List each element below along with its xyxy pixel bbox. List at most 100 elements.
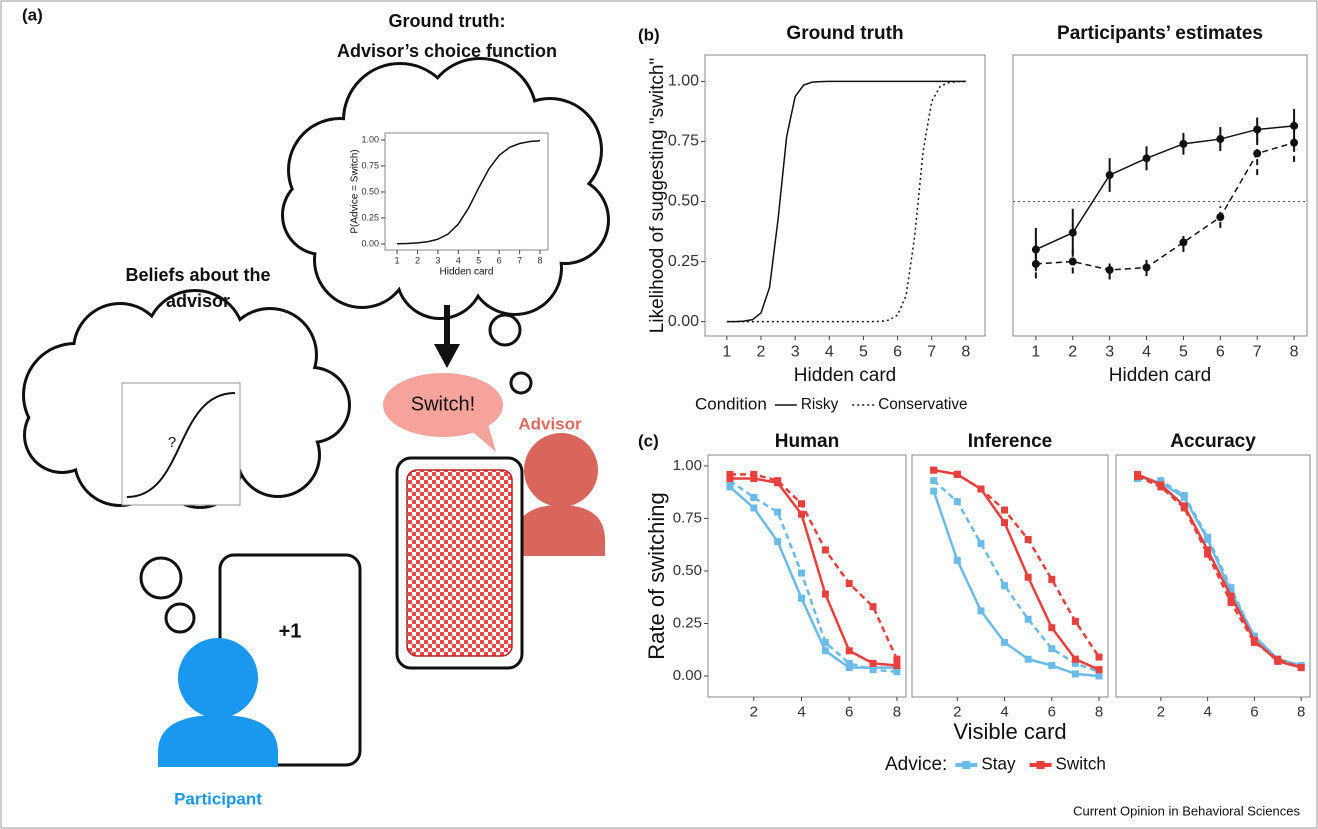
advisor-body bbox=[515, 505, 605, 556]
point bbox=[893, 656, 900, 663]
question-mark: ? bbox=[168, 434, 176, 451]
chart-title: Inference bbox=[968, 431, 1052, 452]
x-tick-label: 2 bbox=[757, 343, 766, 360]
x-tick-label: 3 bbox=[435, 256, 440, 266]
point bbox=[893, 668, 900, 675]
x-axis-label: Visible card bbox=[953, 719, 1066, 744]
x-tick-label: 2 bbox=[1068, 343, 1077, 360]
x-tick-label: 8 bbox=[1290, 343, 1299, 360]
chart-title: Participants’ estimates bbox=[1057, 23, 1263, 44]
y-tick-label: 0.00 bbox=[673, 667, 702, 684]
x-tick-label: 4 bbox=[456, 256, 461, 266]
point bbox=[1143, 264, 1151, 272]
point bbox=[1216, 135, 1224, 143]
y-tick-label: 1.00 bbox=[361, 134, 379, 144]
plot-frame bbox=[1013, 55, 1307, 336]
participant-label: Participant bbox=[174, 789, 262, 808]
point bbox=[1001, 639, 1008, 646]
panel-label: (b) bbox=[638, 25, 660, 44]
panel-label: (a) bbox=[22, 5, 43, 24]
point bbox=[726, 471, 733, 478]
point bbox=[798, 595, 805, 602]
point bbox=[954, 498, 961, 505]
point bbox=[822, 639, 829, 646]
legend-label: Conservative bbox=[878, 396, 967, 413]
y-tick-label: 0.00 bbox=[668, 313, 699, 330]
point bbox=[750, 471, 757, 478]
x-tick-label: 8 bbox=[1297, 703, 1305, 720]
point bbox=[822, 647, 829, 654]
point bbox=[870, 660, 877, 667]
legend-label: Switch bbox=[1056, 755, 1106, 774]
plot-frame bbox=[385, 133, 548, 250]
legend-marker bbox=[1037, 761, 1045, 769]
point bbox=[930, 467, 937, 474]
point bbox=[1298, 664, 1305, 671]
x-tick-label: 6 bbox=[845, 703, 853, 720]
y-tick-label: 0.50 bbox=[673, 562, 702, 579]
x-tick-label: 6 bbox=[1250, 703, 1258, 720]
point bbox=[750, 504, 757, 511]
card-value: +1 bbox=[279, 620, 302, 642]
point bbox=[1001, 507, 1008, 514]
legend-label: Risky bbox=[801, 396, 839, 413]
inset-title: Advisor’s choice function bbox=[337, 41, 557, 61]
x-axis-label: Hidden card bbox=[440, 267, 494, 278]
y-tick-label: 0.50 bbox=[668, 193, 699, 210]
x-tick-label: 4 bbox=[797, 703, 805, 720]
x-axis-label: Hidden card bbox=[1109, 365, 1211, 386]
y-tick-label: 1.00 bbox=[668, 73, 699, 90]
point bbox=[846, 647, 853, 654]
participant-head bbox=[178, 638, 258, 718]
point bbox=[1069, 258, 1077, 266]
point bbox=[1274, 656, 1281, 663]
x-tick-label: 2 bbox=[750, 703, 758, 720]
y-tick-label: 0.50 bbox=[361, 186, 379, 196]
y-axis-label: Rate of switching bbox=[644, 492, 669, 660]
x-tick-label: 8 bbox=[893, 703, 901, 720]
point bbox=[1001, 519, 1008, 526]
point bbox=[1048, 624, 1055, 631]
point bbox=[1134, 473, 1141, 480]
point bbox=[1001, 582, 1008, 589]
point bbox=[870, 666, 877, 673]
chart-title: Accuracy bbox=[1170, 431, 1256, 452]
point bbox=[1106, 171, 1114, 179]
point bbox=[798, 570, 805, 577]
point bbox=[798, 511, 805, 518]
x-tick-label: 4 bbox=[825, 343, 834, 360]
point bbox=[1179, 238, 1187, 246]
point bbox=[1048, 662, 1055, 669]
x-tick-label: 6 bbox=[1216, 343, 1225, 360]
point bbox=[1096, 654, 1103, 661]
point bbox=[1181, 492, 1188, 499]
point bbox=[1096, 666, 1103, 673]
figure: ? Switch! Advisor +1 Participant (a) (b)… bbox=[0, 0, 1318, 829]
x-tick-label: 5 bbox=[1179, 343, 1188, 360]
point bbox=[750, 494, 757, 501]
panel-label: (c) bbox=[638, 431, 659, 450]
beliefs-title: Beliefs about the bbox=[125, 265, 270, 285]
x-tick-label: 8 bbox=[538, 256, 543, 266]
inset-title: Ground truth: bbox=[389, 11, 506, 31]
card-back bbox=[407, 470, 512, 656]
point bbox=[846, 660, 853, 667]
y-tick-label: 0.75 bbox=[361, 160, 379, 170]
point bbox=[1048, 645, 1055, 652]
point bbox=[977, 540, 984, 547]
point bbox=[726, 483, 733, 490]
y-axis-label: Likelihood of suggesting "switch" bbox=[647, 58, 668, 333]
x-tick-label: 1 bbox=[1031, 343, 1040, 360]
x-tick-label: 6 bbox=[497, 256, 502, 266]
x-tick-label: 3 bbox=[791, 343, 800, 360]
point bbox=[1227, 599, 1234, 606]
x-tick-label: 4 bbox=[1203, 703, 1211, 720]
point bbox=[930, 488, 937, 495]
speech-text: Switch! bbox=[411, 393, 475, 415]
point bbox=[1025, 616, 1032, 623]
point bbox=[1204, 551, 1211, 558]
plot-frame bbox=[705, 55, 985, 336]
x-tick-label: 2 bbox=[1157, 703, 1165, 720]
point bbox=[774, 538, 781, 545]
legend-marker bbox=[962, 761, 970, 769]
